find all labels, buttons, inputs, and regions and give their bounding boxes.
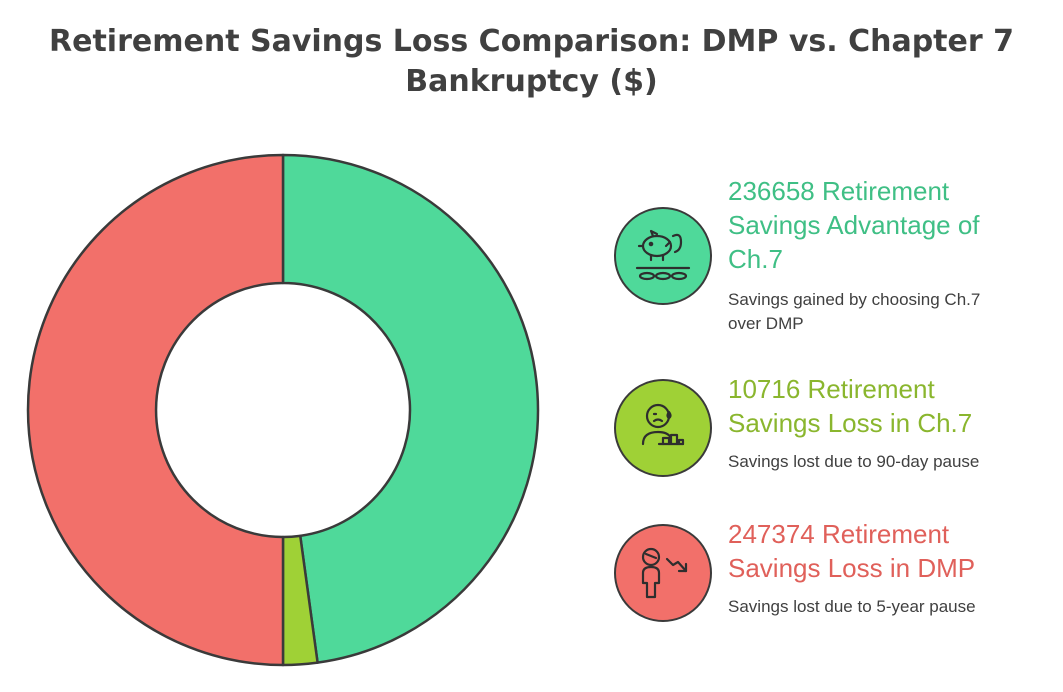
legend-description-line: Savings lost due to 5-year pause [728, 597, 976, 616]
donut-chart [26, 153, 540, 667]
legend-heading-line: 247374 Retirement [728, 519, 950, 549]
legend-heading-line: 236658 Retirement [728, 176, 950, 206]
legend-heading-advantage: 236658 Retirement Savings Advantage of C… [728, 174, 1058, 276]
legend-item-advantage: 236658 Retirement Savings Advantage of C… [613, 170, 1058, 350]
chart-title-line-1: Retirement Savings Loss Comparison: DMP … [49, 24, 1014, 59]
chart-title: Retirement Savings Loss Comparison: DMP … [0, 22, 1063, 102]
donut-slice-advantage [281, 153, 540, 664]
legend-description-advantage: Savings gained by choosing Ch.7 over DMP [728, 288, 1058, 336]
legend-heading-line: Savings Loss in Ch.7 [728, 408, 973, 438]
legend-heading-line: Savings Advantage of [728, 210, 980, 240]
legend-description-dmp-loss: Savings lost due to 5-year pause [728, 595, 1058, 619]
legend-description-line: Savings gained by choosing Ch.7 [728, 290, 981, 309]
legend-item-ch7-loss: 10716 Retirement Savings Loss in Ch.7 Sa… [613, 370, 1058, 480]
legend-heading-ch7-loss: 10716 Retirement Savings Loss in Ch.7 [728, 372, 1058, 440]
legend-description-line: over DMP [728, 314, 804, 333]
donut-slice-dmp-loss [26, 153, 285, 667]
person-decline-icon [614, 524, 712, 622]
legend-heading-line: Savings Loss in DMP [728, 553, 976, 583]
legend-description-ch7-loss: Savings lost due to 90-day pause [728, 450, 1058, 474]
legend-description-line: Savings lost due to 90-day pause [728, 452, 980, 471]
worried-person-icon [614, 379, 712, 477]
legend-item-dmp-loss: 247374 Retirement Savings Loss in DMP Sa… [613, 515, 1058, 625]
piggy-bank-icon [614, 207, 712, 305]
legend-heading-dmp-loss: 247374 Retirement Savings Loss in DMP [728, 517, 1058, 585]
legend-heading-line: 10716 Retirement [728, 374, 935, 404]
chart-title-line-2: Bankruptcy ($) [405, 64, 658, 99]
legend-heading-line: Ch.7 [728, 244, 783, 274]
